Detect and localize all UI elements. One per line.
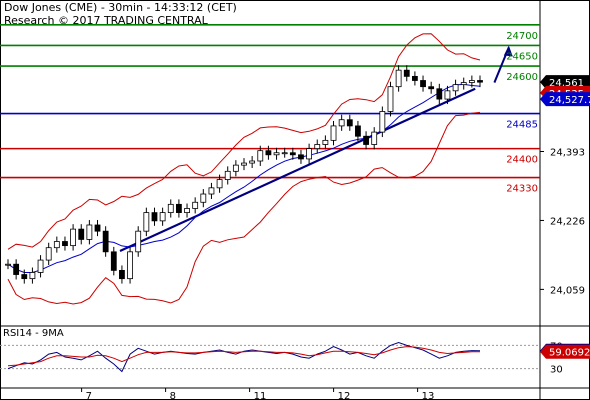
rsi-series-rsi_ma: [7, 346, 481, 367]
candle-body-27: [224, 170, 231, 180]
y-tick-label-24,226: 24,226: [550, 216, 585, 227]
candle-body-23: [192, 201, 199, 209]
candle-body-57: [468, 80, 475, 83]
chart-title: Dow Jones (CME) - 30min - 14:33:12 (CET): [4, 1, 237, 14]
candle-body-28: [232, 164, 239, 172]
price-tag-24,527.7: 24,527.7: [540, 92, 590, 107]
rsi-tick-label-30: 30: [550, 365, 563, 376]
target-arrow-head: [503, 45, 513, 57]
candle-body-36: [298, 154, 304, 160]
candle-body-14: [119, 269, 125, 280]
chart-subtitle: Research © 2017 TRADING CENTRAL: [4, 14, 208, 27]
candle-body-19: [159, 212, 166, 222]
x-tick-label-12: 12: [338, 391, 351, 400]
candle-body-54: [444, 90, 451, 100]
bollinger-bands: [7, 33, 481, 305]
price-tag-shape: [540, 75, 590, 90]
candle-body-17: [143, 212, 150, 232]
price-tag-shape: [540, 92, 590, 107]
x-tick-label-13: 13: [422, 391, 435, 400]
candle-body-48: [395, 69, 402, 88]
candle-body-10: [86, 224, 93, 240]
candle-body-52: [428, 86, 435, 90]
candle-body-6: [53, 241, 60, 249]
candle-body-53: [436, 88, 443, 100]
candle-body-51: [420, 80, 426, 88]
candle-body-31: [257, 150, 264, 162]
candle-body-58: [477, 80, 483, 83]
candle-body-46: [379, 111, 386, 133]
price-series: [5, 65, 483, 284]
candle-body-35: [289, 152, 296, 156]
rsi-panel: RSI14 - 9MA7030: [0, 328, 563, 376]
x-tick-label-8: 8: [170, 391, 176, 400]
candle-body-21: [175, 203, 182, 214]
candle-body-12: [102, 230, 109, 253]
candle-body-26: [216, 179, 223, 189]
trendline: [119, 87, 476, 252]
bollinger-lower: [7, 111, 481, 305]
x-tick-label-11: 11: [254, 391, 267, 400]
candle-body-32: [265, 150, 272, 156]
candle-body-8: [70, 228, 77, 247]
candle-body-39: [322, 139, 329, 145]
candle-body-29: [241, 162, 247, 166]
axis-labels: 24700 24650 24600 24485 24400 24330 24,059 24,2…: [81, 31, 585, 400]
candle-body-4: [37, 259, 44, 273]
candle-body-1: [13, 263, 20, 275]
rsi-tag-59.0692: 59.0692: [540, 344, 590, 359]
rsi-tag-label: 59.0692: [549, 348, 590, 359]
level-lines: [0, 23, 540, 252]
price-tag-label: 24,527.7: [549, 95, 590, 106]
candle-body-2: [21, 274, 28, 280]
level-label-24700: 24700: [506, 31, 538, 42]
level-label-24600: 24600: [506, 72, 538, 83]
candle-body-43: [355, 125, 361, 137]
candle-body-15: [127, 251, 133, 280]
moving-average: [7, 83, 481, 273]
candle-body-45: [371, 131, 378, 145]
candle-body-37: [306, 148, 313, 160]
candle-body-24: [200, 193, 207, 203]
candle-body-20: [167, 203, 174, 214]
candle-body-18: [151, 212, 158, 222]
candle-body-34: [281, 152, 288, 155]
candle-body-42: [346, 119, 353, 127]
candle-body-30: [249, 160, 256, 164]
candle-body-13: [110, 251, 117, 271]
level-label-24400: 24400: [506, 155, 538, 166]
price-tag-24,561: 24,561: [540, 75, 590, 90]
candle-body-7: [62, 241, 68, 247]
rsi-tag-shape: [540, 344, 590, 359]
candle-body-49: [403, 69, 410, 77]
y-tick-label-24,393: 24,393: [550, 148, 585, 159]
candle-body-44: [363, 135, 369, 145]
candle-body-0: [5, 263, 11, 266]
level-label-24330: 24330: [506, 184, 538, 195]
candle-body-55: [452, 84, 459, 92]
candle-body-3: [29, 272, 36, 280]
candle-body-11: [94, 224, 101, 232]
bollinger-upper: [7, 33, 481, 250]
candle-body-38: [314, 144, 321, 150]
candle-body-47: [387, 86, 394, 112]
candle-body-50: [411, 75, 418, 81]
candle-body-5: [45, 247, 52, 261]
price-tag-label: 24,561: [549, 78, 584, 89]
candle-body-40: [330, 125, 337, 141]
candle-body-25: [208, 187, 215, 195]
x-tick-label-7: 7: [86, 391, 92, 400]
y-tick-label-24,059: 24,059: [550, 285, 585, 296]
candle-body-22: [184, 208, 190, 214]
candle-body-16: [135, 230, 142, 253]
level-label-24650: 24650: [506, 51, 538, 62]
candle-body-56: [460, 82, 467, 86]
candle-body-9: [78, 228, 85, 240]
candle-body-33: [273, 152, 280, 156]
level-label-24485: 24485: [506, 120, 538, 131]
candle-body-41: [338, 119, 345, 127]
rsi-title: RSI14 - 9MA: [3, 328, 64, 339]
